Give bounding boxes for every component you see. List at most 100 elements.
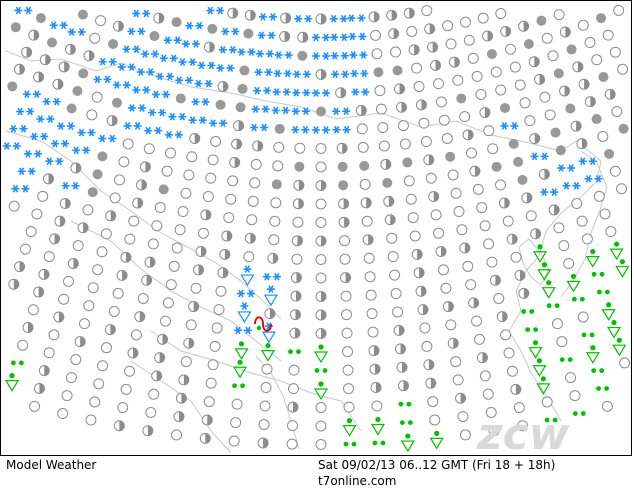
snow-icon: [11, 185, 29, 192]
rain-shower-icon: [587, 345, 599, 363]
partly-cloudy-icon: [288, 402, 298, 412]
clear-sky-icon: [260, 401, 270, 411]
clear-sky-icon: [484, 126, 494, 136]
clear-sky-icon: [434, 228, 444, 238]
clear-sky-icon: [216, 286, 226, 296]
partly-cloudy-icon: [316, 329, 326, 339]
snow-icon: [291, 126, 309, 133]
snow-icon: [531, 153, 549, 160]
snow-icon: [256, 50, 274, 57]
partly-cloudy-icon: [174, 412, 184, 422]
partly-cloudy-icon: [385, 215, 395, 225]
snow-icon: [272, 107, 290, 114]
partly-cloudy-icon: [220, 249, 230, 259]
snow-icon: [24, 150, 42, 157]
clear-sky-icon: [438, 265, 448, 275]
clear-sky-icon: [211, 137, 221, 147]
clear-sky-icon: [287, 439, 297, 449]
snow-icon: [128, 104, 146, 111]
clear-sky-icon: [436, 97, 446, 107]
overcast-icon: [172, 17, 182, 27]
partly-cloudy-icon: [60, 198, 70, 208]
clear-sky-icon: [210, 341, 220, 351]
clear-sky-icon: [554, 223, 564, 233]
overcast-icon: [67, 104, 77, 114]
clear-sky-icon: [362, 216, 372, 226]
clear-sky-icon: [316, 440, 326, 450]
clear-sky-icon: [433, 79, 443, 89]
clear-sky-icon: [582, 234, 592, 244]
rain-drizzle-icon: [582, 333, 595, 338]
site-link[interactable]: t7online.com: [318, 474, 396, 488]
snow-icon: [50, 22, 68, 29]
snow-icon: [93, 76, 111, 83]
clear-sky-icon: [316, 199, 326, 209]
snow-icon: [250, 124, 268, 131]
partly-cloudy-icon: [579, 79, 589, 89]
clear-sky-icon: [476, 89, 486, 99]
clear-sky-icon: [400, 139, 410, 149]
overcast-icon: [567, 44, 577, 54]
clear-sky-icon: [204, 397, 214, 407]
overcast-icon: [456, 93, 466, 103]
weather-map[interactable]: zcw: [0, 0, 632, 456]
partly-cloudy-icon: [154, 13, 164, 23]
clear-sky-icon: [554, 10, 564, 20]
overcast-icon: [551, 128, 561, 138]
clear-sky-icon: [592, 55, 602, 65]
partly-cloudy-icon: [426, 378, 436, 388]
overcast-icon: [11, 22, 21, 32]
clear-sky-icon: [163, 298, 173, 308]
partly-cloudy-icon: [337, 143, 347, 153]
clear-sky-icon: [603, 30, 613, 40]
partly-cloudy-icon: [196, 247, 206, 257]
clear-sky-icon: [114, 175, 124, 185]
clear-sky-icon: [295, 143, 305, 153]
clear-sky-icon: [208, 155, 218, 165]
partly-cloudy-icon: [431, 60, 441, 70]
partly-cloudy-icon: [483, 31, 493, 41]
snow-icon: [57, 123, 75, 130]
clear-sky-icon: [30, 401, 40, 411]
snow-icon: [195, 80, 213, 87]
clear-sky-icon: [612, 106, 622, 116]
clear-sky-icon: [101, 229, 111, 239]
overcast-icon: [500, 103, 510, 113]
snow-icon: [144, 127, 162, 134]
partly-cloudy-icon: [369, 12, 379, 22]
partly-cloudy-icon: [39, 269, 49, 279]
clear-sky-icon: [293, 217, 303, 227]
clear-sky-icon: [149, 389, 159, 399]
clear-sky-icon: [58, 409, 68, 419]
rain-shower-icon: [587, 249, 599, 267]
snow-icon: [330, 34, 348, 41]
partly-cloudy-icon: [228, 8, 238, 18]
snow-icon: [30, 133, 48, 140]
clear-sky-icon: [365, 272, 375, 282]
snow-icon: [294, 15, 312, 22]
snow-icon: [14, 7, 32, 14]
partly-cloudy-icon: [511, 384, 521, 394]
partly-cloudy-icon: [68, 258, 78, 268]
snow-icon: [118, 64, 136, 71]
partly-cloudy-icon: [53, 79, 63, 89]
partly-cloudy-icon: [44, 174, 54, 184]
clear-sky-icon: [472, 316, 482, 326]
clear-sky-icon: [229, 436, 239, 446]
clear-sky-icon: [187, 152, 197, 162]
partly-cloudy-icon: [336, 88, 346, 98]
partly-cloudy-icon: [201, 210, 211, 220]
clear-sky-icon: [9, 201, 19, 211]
clear-sky-icon: [274, 142, 284, 152]
clear-sky-icon: [393, 307, 403, 317]
snow-icon: [252, 106, 270, 113]
partly-cloudy-icon: [389, 29, 399, 39]
clear-sky-icon: [460, 17, 470, 27]
clear-sky-icon: [542, 33, 552, 43]
clear-sky-icon: [344, 402, 354, 412]
clear-sky-icon: [410, 231, 420, 241]
partly-cloudy-icon: [9, 279, 19, 289]
clear-sky-icon: [71, 355, 81, 365]
clear-sky-icon: [129, 216, 139, 226]
